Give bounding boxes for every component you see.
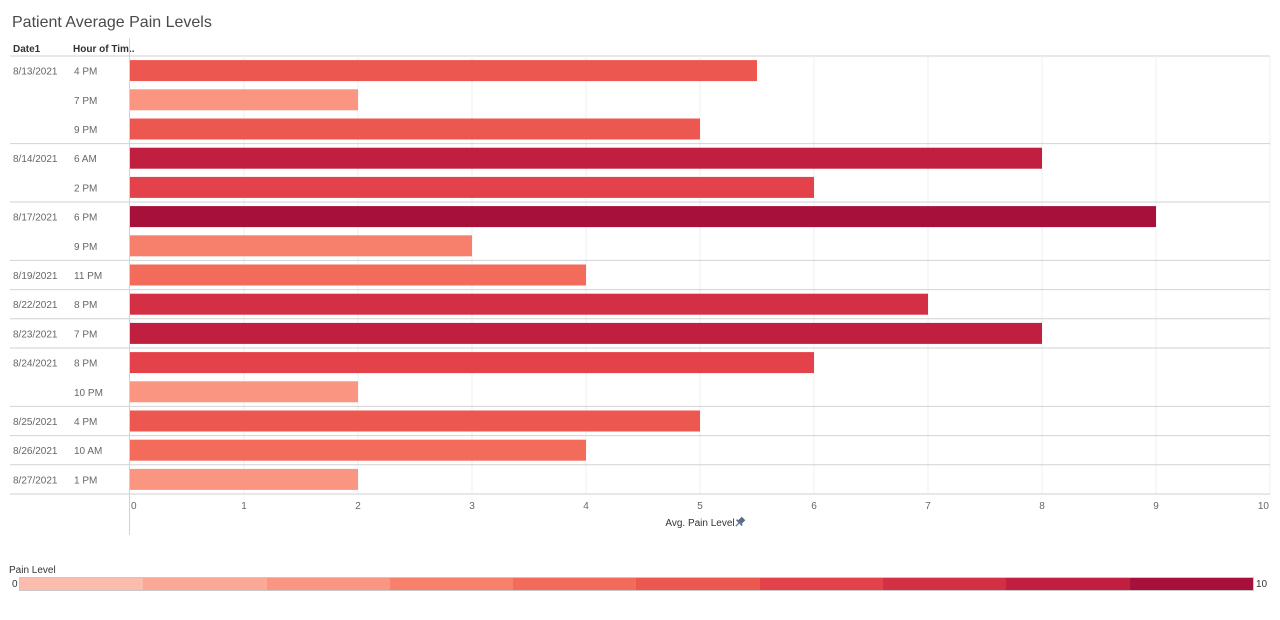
legend-swatch bbox=[513, 578, 637, 590]
legend-swatch bbox=[1006, 578, 1130, 590]
legend-swatch bbox=[389, 578, 514, 590]
bar[interactable] bbox=[130, 322, 1042, 344]
bar[interactable] bbox=[130, 410, 700, 432]
hour-label: 1 PM bbox=[74, 475, 97, 486]
bar[interactable] bbox=[130, 147, 1042, 169]
date-label: 8/14/2021 bbox=[13, 154, 58, 165]
x-tick-label: 4 bbox=[583, 501, 589, 512]
chart-title: Patient Average Pain Levels bbox=[12, 14, 212, 31]
date-label: 8/26/2021 bbox=[13, 446, 58, 457]
hour-label: 10 AM bbox=[74, 446, 102, 457]
x-tick-label: 9 bbox=[1153, 501, 1159, 512]
x-tick-label: 2 bbox=[355, 501, 361, 512]
hour-label: 6 PM bbox=[74, 213, 97, 224]
color-legend-bar[interactable] bbox=[19, 577, 1254, 591]
x-tick-label: 3 bbox=[469, 501, 475, 512]
hour-label: 8 PM bbox=[74, 359, 97, 370]
legend-swatch bbox=[759, 578, 884, 590]
legend-swatch bbox=[636, 578, 760, 590]
date-label: 8/19/2021 bbox=[13, 271, 58, 282]
date-column-header[interactable]: Date1 bbox=[13, 44, 41, 55]
hour-label: 8 PM bbox=[74, 300, 97, 311]
bar[interactable] bbox=[130, 206, 1156, 228]
hour-label: 9 PM bbox=[74, 242, 97, 253]
date-label: 8/24/2021 bbox=[13, 359, 58, 370]
bar[interactable] bbox=[130, 118, 700, 140]
date-label: 8/27/2021 bbox=[13, 475, 58, 486]
legend-swatch bbox=[20, 578, 144, 590]
bar-chart: 8/13/2021 4 PM 7 PM 9 PM 8/14/2021 6 AM 2 PM 8/… bbox=[10, 38, 1271, 535]
hour-label: 4 PM bbox=[74, 417, 97, 428]
hour-label: 7 PM bbox=[74, 329, 97, 340]
bar[interactable] bbox=[130, 439, 586, 461]
legend-swatch bbox=[266, 578, 390, 590]
bar[interactable] bbox=[130, 60, 757, 82]
legend-max-label: 10 bbox=[1256, 579, 1268, 590]
hour-label: 2 PM bbox=[74, 183, 97, 194]
date-label: 8/25/2021 bbox=[13, 417, 58, 428]
hour-label: 6 AM bbox=[74, 154, 97, 165]
bar[interactable] bbox=[130, 264, 586, 286]
date-label: 8/17/2021 bbox=[13, 213, 58, 224]
pin-icon[interactable] bbox=[733, 516, 746, 529]
x-tick-label: 5 bbox=[697, 501, 703, 512]
bar[interactable] bbox=[130, 381, 358, 403]
x-tick-label: 8 bbox=[1039, 501, 1045, 512]
date-label: 8/23/2021 bbox=[13, 329, 58, 340]
legend-swatch bbox=[143, 578, 267, 590]
bar[interactable] bbox=[130, 468, 358, 490]
bar[interactable] bbox=[130, 293, 928, 315]
date-label: 8/13/2021 bbox=[13, 67, 58, 78]
legend-min-label: 0 bbox=[12, 579, 18, 590]
bar[interactable] bbox=[130, 176, 814, 198]
hour-label: 10 PM bbox=[74, 388, 103, 399]
hour-label: 11 PM bbox=[74, 271, 102, 282]
x-tick-label: 6 bbox=[811, 501, 817, 512]
bar[interactable] bbox=[130, 89, 358, 111]
x-tick-label: 10 bbox=[1258, 501, 1270, 512]
date-label: 8/22/2021 bbox=[13, 300, 58, 311]
x-tick-label: 7 bbox=[925, 501, 931, 512]
hour-label: 7 PM bbox=[74, 96, 97, 107]
bar[interactable] bbox=[130, 235, 472, 257]
legend-swatch bbox=[883, 578, 1007, 590]
bar[interactable] bbox=[130, 352, 814, 374]
hour-column-header[interactable]: Hour of Tim.. bbox=[73, 44, 135, 55]
x-tick-label: 1 bbox=[241, 501, 247, 512]
x-axis-title: Avg. Pain Level bbox=[665, 518, 734, 529]
hour-label: 9 PM bbox=[74, 125, 97, 136]
x-tick-label: 0 bbox=[131, 501, 137, 512]
hour-label: 4 PM bbox=[74, 67, 97, 78]
legend-title: Pain Level bbox=[9, 565, 56, 576]
legend-swatch bbox=[1129, 578, 1253, 590]
